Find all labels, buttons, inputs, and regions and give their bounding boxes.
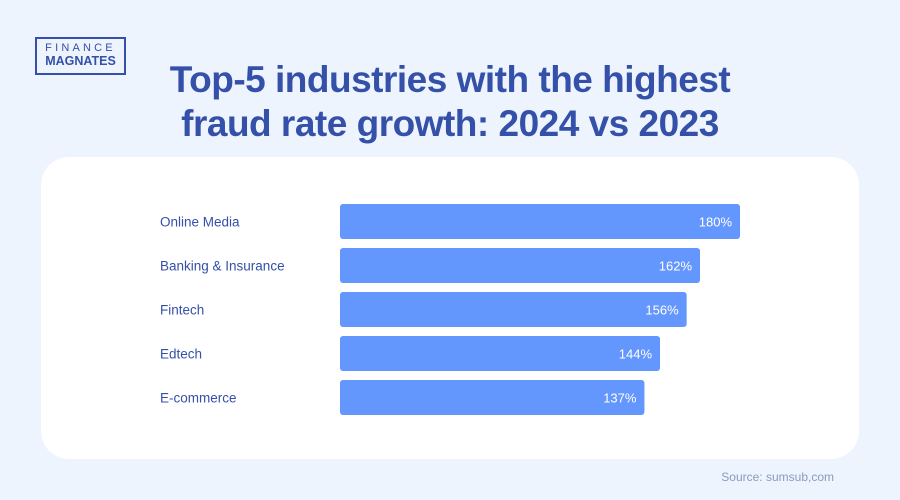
value-label: 156% [645,303,679,318]
value-label: 137% [603,391,637,406]
finance-magnates-logo: FINANCE MAGNATES [35,37,126,75]
category-label: Online Media [160,215,240,230]
category-label: Fintech [160,303,204,318]
title-line-2: fraud rate growth: 2024 vs 2023 [181,103,719,144]
value-label: 180% [699,215,733,230]
value-label: 162% [659,259,693,274]
chart-title: Top-5 industries with the highest fraud … [0,58,900,146]
source-note: Source: sumsub,com [721,470,834,484]
title-line-1: Top-5 industries with the highest [169,59,731,100]
bar [340,336,660,371]
category-label: E-commerce [160,391,237,406]
bar [340,292,687,327]
bar [340,248,700,283]
bar [340,380,645,415]
logo-line-1: FINANCE [45,42,116,54]
logo-line-2: MAGNATES [45,54,116,68]
category-label: Edtech [160,347,202,362]
bar [340,204,740,239]
value-label: 144% [619,347,653,362]
category-label: Banking & Insurance [160,259,285,274]
